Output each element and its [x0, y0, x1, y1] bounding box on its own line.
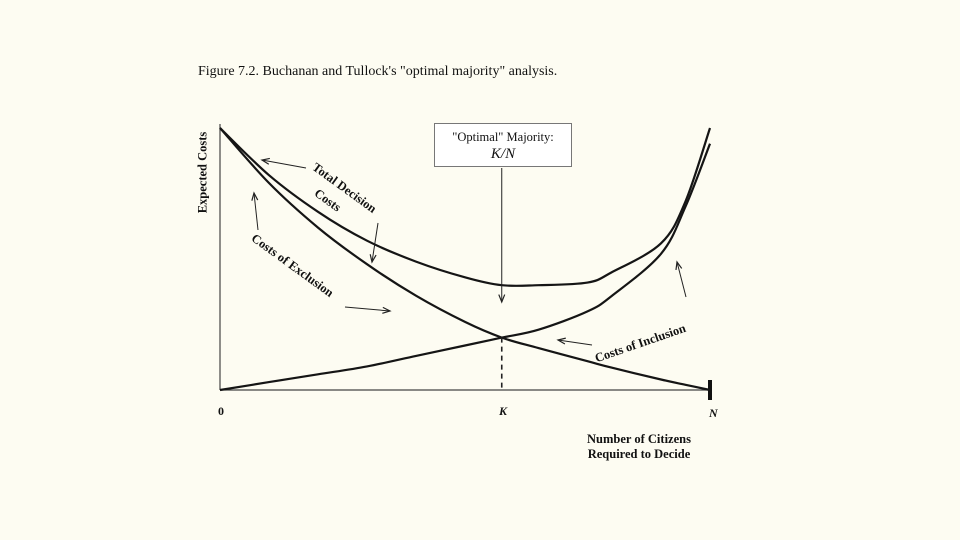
callout-ratio: K/N [490, 146, 516, 162]
inclusion-arrow-2-shaft [676, 261, 687, 298]
total-costs-arrow-2-head [369, 254, 377, 264]
inclusion-arrow-1-shaft [557, 339, 593, 346]
curve-costs-of-inclusion [219, 143, 712, 392]
callout-arrow [498, 168, 506, 304]
inclusion-arrow-1 [556, 337, 593, 346]
total-costs-arrow-1 [260, 157, 307, 169]
x-axis-title: Number of Citizens Required to Decide [574, 432, 704, 462]
x-tick-0: 0 [218, 404, 224, 418]
inclusion-arrow-2-head [675, 260, 683, 271]
inclusion-arrow-2 [675, 260, 687, 298]
total-costs-arrow-1-shaft [261, 159, 307, 169]
total-costs-arrow-1-head [260, 157, 270, 165]
figure-caption: Figure 7.2. Buchanan and Tullock's "opti… [198, 64, 558, 79]
exclusion-arrow-2 [344, 306, 392, 314]
x-axis-title-line2: Required to Decide [587, 447, 691, 461]
exclusion-arrow-1 [251, 191, 259, 231]
x-tick-n: N [709, 406, 718, 420]
total-costs-arrow-2-shaft [371, 222, 379, 263]
callout-arrow-head [498, 294, 506, 304]
callout-title: "Optimal" Majority: [452, 130, 554, 144]
exclusion-arrow-2-shaft [344, 306, 391, 312]
exclusion-arrow-1-head [251, 191, 259, 201]
exclusion-arrow-1-shaft [253, 192, 259, 231]
optimal-majority-callout: "Optimal" Majority: K/N [434, 123, 572, 167]
y-axis-label: Expected Costs [195, 131, 210, 214]
exclusion-arrow-2-head [382, 306, 392, 314]
total-costs-arrow-2 [369, 222, 379, 264]
inclusion-arrow-1-head [556, 337, 566, 345]
x-axis-title-line1: Number of Citizens [587, 432, 691, 446]
x-tick-k: K [499, 404, 508, 418]
